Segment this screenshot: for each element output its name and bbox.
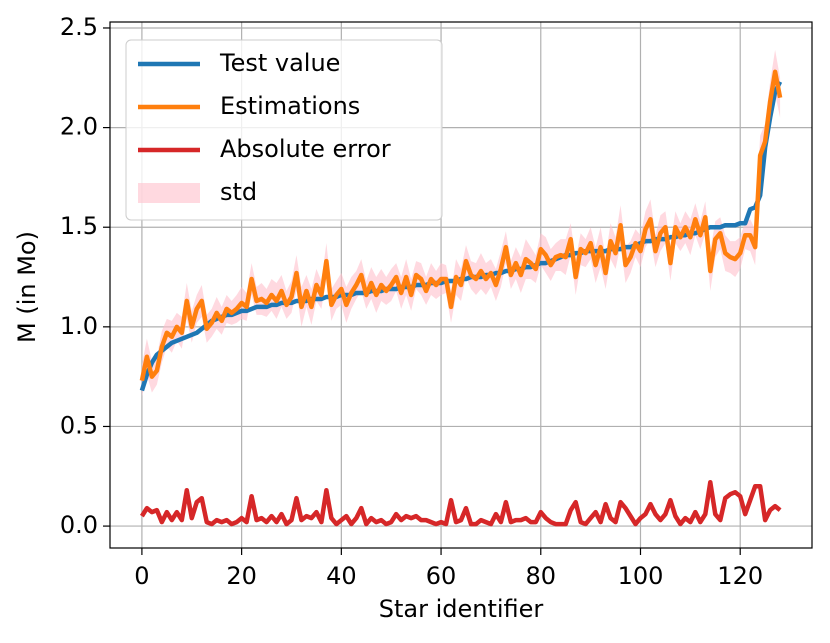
x-tick-label: 100 [618, 562, 664, 590]
legend-label: Test value [219, 49, 340, 77]
legend: Test value Estimations Absolute error std [125, 39, 443, 221]
plot-frame [109, 21, 813, 549]
y-tick-label: 2.5 [60, 13, 98, 41]
x-tick-label: 0 [134, 562, 149, 590]
x-tick-label: 20 [226, 562, 257, 590]
y-axis-label: M (in Mo) [13, 231, 41, 343]
legend-box [125, 39, 443, 221]
legend-label: Estimations [220, 92, 360, 120]
line [139, 69, 783, 382]
y-tick-label: 0.5 [60, 411, 98, 439]
line [140, 480, 782, 527]
x-tick-label: 80 [525, 562, 556, 590]
std-band [141, 49, 781, 397]
y-tick-label: 1.5 [60, 212, 98, 240]
y-tick-label: 1.0 [60, 312, 98, 340]
x-tick-label: 120 [717, 562, 763, 590]
x-axis-label: Star identifier [379, 595, 544, 623]
legend-label: Absolute error [220, 135, 391, 163]
y-tick-label: 2.0 [60, 113, 98, 141]
legend-label: std [220, 178, 257, 206]
x-tick-label: 40 [326, 562, 357, 590]
legend-swatch [138, 183, 200, 203]
x-tick-label: 60 [426, 562, 457, 590]
y-tick-label: 0.0 [60, 511, 98, 539]
